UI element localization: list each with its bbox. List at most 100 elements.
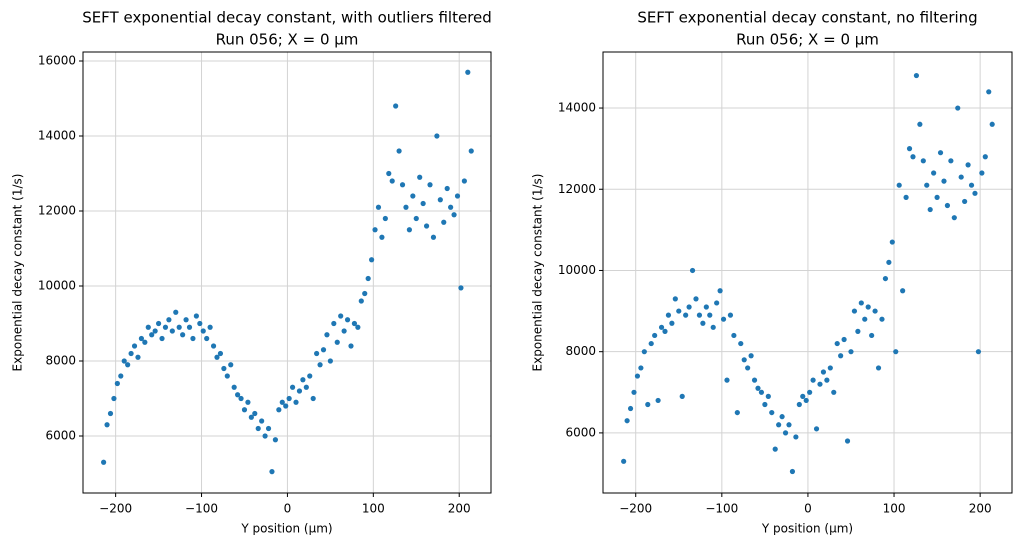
data-point bbox=[758, 389, 765, 395]
data-point bbox=[655, 397, 661, 404]
data-point bbox=[741, 357, 747, 363]
data-point bbox=[989, 121, 995, 127]
y-tick-label: 16000 bbox=[38, 54, 76, 68]
data-point bbox=[683, 312, 689, 318]
data-point bbox=[786, 422, 792, 428]
data-point bbox=[920, 158, 926, 164]
x-tick-label: −100 bbox=[705, 502, 738, 516]
data-point bbox=[111, 395, 117, 402]
data-point bbox=[379, 234, 385, 240]
data-point bbox=[621, 458, 627, 464]
data-point bbox=[979, 170, 985, 176]
data-point bbox=[197, 320, 203, 327]
data-point bbox=[838, 353, 844, 359]
data-point bbox=[131, 343, 138, 349]
data-point bbox=[865, 304, 871, 310]
data-point bbox=[851, 308, 858, 314]
data-point bbox=[803, 397, 809, 404]
y-tick-label: 6000 bbox=[565, 425, 596, 439]
data-point bbox=[186, 324, 193, 330]
data-point bbox=[358, 298, 364, 304]
data-point bbox=[817, 381, 823, 387]
data-point bbox=[389, 178, 395, 184]
data-point bbox=[262, 433, 268, 439]
data-point bbox=[982, 154, 988, 160]
data-point bbox=[180, 332, 186, 338]
data-point bbox=[627, 405, 634, 412]
data-point bbox=[125, 362, 131, 368]
data-point bbox=[841, 336, 847, 343]
data-point bbox=[238, 395, 244, 402]
data-point bbox=[658, 324, 665, 330]
data-point bbox=[793, 434, 799, 440]
x-tick-label: 200 bbox=[448, 502, 471, 516]
data-point bbox=[152, 328, 158, 334]
y-tick-label: 6000 bbox=[45, 429, 76, 443]
data-point bbox=[399, 182, 406, 188]
data-point bbox=[193, 313, 199, 319]
data-point bbox=[245, 399, 251, 405]
data-point bbox=[789, 468, 796, 475]
x-tick-label: −100 bbox=[185, 502, 218, 516]
data-point bbox=[369, 257, 375, 263]
data-point bbox=[121, 358, 127, 364]
data-point bbox=[217, 350, 224, 357]
data-point bbox=[893, 349, 899, 355]
data-point bbox=[734, 409, 740, 416]
data-point bbox=[776, 422, 782, 428]
data-point bbox=[128, 350, 134, 357]
data-point bbox=[696, 312, 703, 318]
data-point bbox=[231, 384, 237, 390]
y-axis-label: Exponential decay constant (1/s) bbox=[531, 174, 545, 372]
data-point bbox=[210, 343, 217, 349]
data-point bbox=[145, 324, 151, 330]
data-point bbox=[638, 365, 644, 371]
data-point bbox=[686, 304, 692, 310]
plot-frame bbox=[82, 51, 492, 494]
data-point bbox=[444, 185, 450, 192]
data-point bbox=[413, 215, 419, 222]
data-point bbox=[283, 403, 289, 409]
plot-frame bbox=[602, 51, 1013, 494]
data-point bbox=[665, 312, 672, 318]
data-point bbox=[679, 393, 685, 399]
y-tick-label: 10000 bbox=[38, 279, 76, 293]
data-point bbox=[138, 335, 145, 342]
data-point bbox=[207, 324, 213, 330]
data-point bbox=[844, 438, 851, 444]
data-point bbox=[669, 320, 675, 326]
data-point bbox=[862, 316, 868, 322]
data-point bbox=[410, 193, 416, 199]
data-point bbox=[338, 313, 344, 319]
data-point bbox=[910, 154, 916, 160]
data-point bbox=[820, 369, 827, 375]
data-point bbox=[334, 339, 340, 345]
data-point bbox=[738, 340, 744, 347]
data-point bbox=[731, 332, 737, 339]
data-point bbox=[458, 285, 464, 291]
x-tick-label: −200 bbox=[99, 502, 132, 516]
data-point bbox=[434, 133, 440, 139]
data-point bbox=[101, 459, 107, 465]
data-point bbox=[279, 399, 285, 405]
data-point bbox=[142, 339, 148, 345]
data-point bbox=[437, 197, 443, 203]
data-point bbox=[307, 373, 313, 379]
data-point bbox=[855, 328, 861, 334]
data-point bbox=[317, 362, 323, 368]
data-point bbox=[972, 190, 978, 196]
y-tick-label: 12000 bbox=[38, 204, 76, 218]
data-point bbox=[652, 332, 658, 339]
y-tick-label: 8000 bbox=[565, 344, 596, 358]
y-axis-label: Exponential decay constant (1/s) bbox=[11, 174, 25, 372]
data-point bbox=[314, 350, 320, 357]
data-point bbox=[934, 194, 940, 200]
data-point bbox=[114, 380, 120, 387]
data-point bbox=[355, 324, 361, 330]
data-point bbox=[779, 414, 785, 420]
data-point bbox=[382, 215, 388, 222]
data-point bbox=[975, 349, 982, 355]
data-point bbox=[344, 317, 351, 323]
data-point bbox=[886, 259, 892, 265]
data-point bbox=[700, 320, 706, 326]
